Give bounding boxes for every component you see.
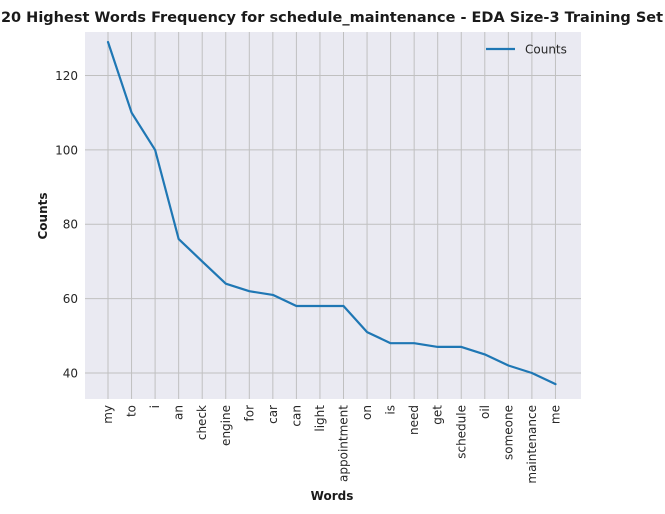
y-axis-ticks: 40 60 80 100 120 (55, 69, 78, 380)
x-tick-label: on (360, 405, 374, 420)
x-tick-label: someone (501, 405, 515, 460)
x-tick-label: maintenance (525, 405, 539, 484)
y-tick-label: 100 (55, 143, 78, 157)
legend: Counts (486, 43, 567, 57)
y-axis-label: Counts (36, 192, 50, 239)
x-tick-label: schedule (454, 405, 468, 459)
x-tick-label: need (407, 405, 421, 435)
plot-area (85, 32, 581, 399)
x-tick-label: my (101, 405, 115, 424)
x-tick-label: check (195, 405, 209, 440)
chart-title: 20 Highest Words Frequency for schedule_… (1, 10, 663, 26)
x-tick-label: me (548, 405, 562, 424)
y-tick-label: 40 (63, 366, 78, 380)
x-tick-label: light (313, 405, 327, 432)
x-tick-label: can (289, 405, 303, 427)
x-tick-label: is (384, 405, 398, 415)
series-line-counts (106, 40, 557, 386)
x-tick-label: for (242, 405, 256, 422)
legend-label-counts: Counts (525, 43, 567, 57)
x-tick-label: car (266, 405, 280, 424)
y-tick-label: 120 (55, 69, 78, 83)
x-tick-label: appointment (337, 405, 351, 482)
x-tick-label: engine (219, 405, 233, 446)
x-tick-label: to (125, 405, 139, 417)
x-tick-label: oil (478, 405, 492, 419)
x-tick-label: i (148, 405, 162, 408)
y-tick-label: 80 (63, 218, 78, 232)
grid (85, 32, 581, 399)
x-axis-label: Words (311, 489, 354, 503)
x-tick-label: an (172, 405, 186, 420)
y-tick-label: 60 (63, 292, 78, 306)
x-axis-ticks: my to i an check engine for car can light appointm… (101, 405, 562, 484)
x-tick-label: get (431, 405, 445, 425)
